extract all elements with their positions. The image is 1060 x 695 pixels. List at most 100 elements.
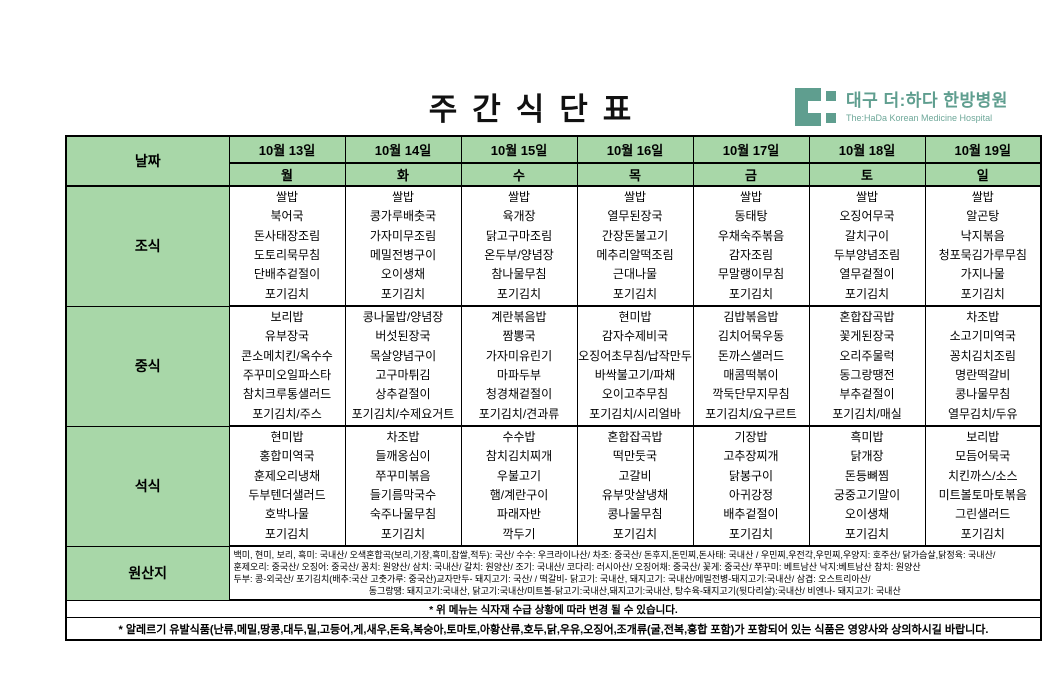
- menu-item: 호박나물: [264, 507, 310, 522]
- menu-item: 현미밥: [270, 429, 304, 444]
- menu-item: 들기름막국수: [369, 488, 437, 502]
- menu-cell: 쌀밥 알곤탕 낙지볶음 청포묵김가루무침 가지나물 포기김치: [924, 185, 1042, 307]
- menu-item: 짬뽕국: [502, 329, 536, 344]
- menu-item: 바싹불고기/파채: [594, 368, 676, 382]
- menu-item: 열무김치/두유: [947, 406, 1018, 421]
- menu-item: 보리밥: [270, 309, 304, 324]
- day-header-cell: 수: [460, 162, 578, 187]
- menu-item: 콩나물무침: [955, 387, 1011, 402]
- day-header-cell: 금: [692, 162, 810, 187]
- menu-item: 주꾸미오일파스타: [242, 368, 332, 382]
- menu-table: 날짜 10월 13일 10월 14일 10월 15일 10월 16일 10월 17일 10월…: [65, 135, 1042, 641]
- menu-item: 포기김치: [844, 286, 890, 301]
- menu-item: 참치김치찌개: [485, 449, 553, 464]
- menu-cell: 쌀밥 북어국 돈사태장조림 도토리묵무침 단배추겉절이 포기김치: [228, 185, 346, 307]
- hospital-logo: 대구 더:하다 한방병원 The:HaDa Korean Medicine Ho…: [795, 88, 1008, 126]
- menu-item: 고갈비: [618, 468, 652, 483]
- menu-item: 오이고추무침: [601, 387, 669, 402]
- menu-item: 현미밥: [618, 309, 652, 324]
- date-label-cell: 날짜: [65, 135, 230, 187]
- menu-item: 모듬어묵국: [955, 449, 1011, 464]
- menu-item: 아귀강정: [728, 488, 774, 502]
- menu-item: 오징어초무침/납작만두: [578, 348, 692, 363]
- menu-item: 북어국: [270, 209, 304, 224]
- menu-item: 메밀전병구이: [369, 248, 437, 262]
- menu-item: 그린샐러드: [955, 507, 1011, 522]
- menu-item: 단배추겉절이: [253, 267, 321, 282]
- note-row: * 위 메뉴는 식자재 수급 상황에 따라 변경 될 수 있습니다.: [65, 599, 1042, 618]
- menu-item: 청경채겉절이: [485, 387, 553, 402]
- menu-item: 오리주물럭: [839, 348, 895, 363]
- menu-item: 수수밥: [502, 429, 536, 444]
- menu-item: 온두부/양념장: [484, 248, 554, 262]
- menu-item: 동태탕: [734, 209, 768, 224]
- menu-cell: 계란볶음밥 짬뽕국 가자미유린기 마파두부 청경채겉절이 포기김치/견과류: [460, 305, 578, 427]
- date-header-cell: 10월 18일: [808, 135, 926, 164]
- menu-item: 혼합잡곡밥: [839, 309, 895, 324]
- menu-cell: 김밥볶음밥 김치어묵우동 돈까스샐러드 매콤떡볶이 깍둑단무지무침 포기김치/요구르트: [692, 305, 810, 427]
- menu-item: 포기김치/수제요거트: [351, 406, 455, 421]
- menu-item: 포기김치/시리얼바: [589, 406, 681, 421]
- menu-item: 닭개장: [850, 449, 884, 464]
- date-header-row: 날짜 10월 13일 10월 14일 10월 15일 10월 16일 10월 17일 10월…: [65, 135, 1042, 187]
- menu-item: 가자미유린기: [485, 348, 553, 363]
- menu-item: 부추겉절이: [839, 387, 895, 402]
- menu-item: 차조밥: [386, 429, 420, 444]
- menu-item: 명란떡갈비: [955, 368, 1011, 382]
- menu-item: 동그랑땡전: [839, 368, 895, 382]
- menu-item: 치킨까스/소스: [947, 468, 1018, 483]
- menu-cell: 흑미밥 닭개장 돈등뼈찜 궁중고기말이 오이생채 포기김치: [808, 425, 926, 547]
- menu-item: 도토리묵무침: [253, 248, 321, 262]
- menu-item: 포기김치: [264, 286, 310, 301]
- menu-item: 유부장국: [264, 329, 310, 344]
- menu-item: 김밥볶음밥: [723, 309, 779, 324]
- note-text: * 알레르기 유발식품(난류,메밀,땅콩,대두,밀,고등어,게,새우,돈육,복숭…: [65, 617, 1042, 641]
- menu-item: 콘소메치킨/옥수수: [241, 348, 333, 363]
- meal-row-label: 중식: [65, 305, 230, 427]
- menu-item: 쭈꾸미볶음: [375, 468, 431, 483]
- origin-line: 두부: 콩-외국산/ 포기김치(배추:국산 고춧가루: 중국산)교자만두- 돼지…: [233, 574, 871, 584]
- menu-cell: 쌀밥 콩가루배춧국 가자미무조림 메밀전병구이 오이생채 포기김치: [344, 185, 462, 307]
- date-header-cell: 10월 16일: [576, 135, 694, 164]
- menu-item: 차조밥: [966, 309, 1000, 324]
- menu-item: 포기김치: [264, 526, 310, 541]
- menu-item: 콩나물밥/양념장: [362, 309, 444, 324]
- menu-item: 쌀밥: [275, 189, 299, 204]
- menu-item: 포기김치: [728, 286, 774, 301]
- menu-item: 열무겉절이: [839, 267, 895, 282]
- menu-item: 김치어묵우동: [717, 329, 785, 344]
- menu-item: 닭봉구이: [728, 468, 774, 483]
- hospital-name-english: The:HaDa Korean Medicine Hospital: [846, 112, 993, 123]
- menu-item: 포기김치: [496, 286, 542, 301]
- page-title: 주간식단표: [428, 92, 647, 127]
- menu-item: 육개장: [502, 209, 536, 224]
- menu-item: 소고기미역국: [949, 329, 1016, 344]
- day-header-cell: 목: [576, 162, 694, 187]
- menu-item: 오이생채: [844, 507, 890, 522]
- origin-row: 원산지 백미, 현미, 보리, 흑미: 국내산/ 오색혼합곡(보리,기장,흑미,찹…: [65, 545, 1042, 601]
- hospital-logo-text: 대구 더:하다 한방병원 The:HaDa Korean Medicine Ho…: [846, 91, 1008, 123]
- menu-item: 포기김치/매실: [832, 406, 902, 421]
- origin-line: 훈제오리: 중국산/ 오징어: 중국산/ 꽁치: 원양산/ 삼치: 국내산/ 갈…: [233, 562, 921, 572]
- day-header-cell: 토: [808, 162, 926, 187]
- menu-item: 포기김치: [728, 526, 774, 541]
- menu-item: 두부텐더샐러드: [248, 488, 326, 502]
- menu-item: 오이생채: [380, 267, 426, 282]
- menu-cell: 보리밥 유부장국 콘소메치킨/옥수수 주꾸미오일파스타 참치크루통샐러드 포기김치/주스: [228, 305, 346, 427]
- menu-item: 가자미무조림: [369, 228, 437, 243]
- menu-cell: 차조밥 소고기미역국 꽁치김치조림 명란떡갈비 콩나물무침 열무김치/두유: [924, 305, 1042, 427]
- menu-item: 포기김치: [960, 286, 1005, 301]
- menu-item: 포기김치: [960, 526, 1005, 541]
- menu-item: 배추겉절이: [723, 507, 779, 522]
- menu-item: 햄/계란구이: [489, 488, 549, 502]
- hospital-name-korean: 대구 더:하다 한방병원: [846, 91, 1008, 111]
- menu-item: 미트볼토마토볶음: [938, 488, 1027, 502]
- menu-item: 감자수제비국: [601, 329, 669, 344]
- menu-item: 열무된장국: [607, 209, 663, 224]
- menu-cell: 차조밥 들깨옹심이 쭈꾸미볶음 들기름막국수 숙주나물무침 포기김치: [344, 425, 462, 547]
- menu-item: 고구마튀김: [375, 368, 431, 382]
- meal-row: 석식 현미밥 홍합미역국 훈제오리냉채 두부텐더샐러드 호박나물 포기김치 차조밥 들깨옹심이 쭈…: [65, 425, 1042, 547]
- origin-row-label: 원산지: [65, 545, 230, 601]
- menu-item: 포기김치: [380, 286, 426, 301]
